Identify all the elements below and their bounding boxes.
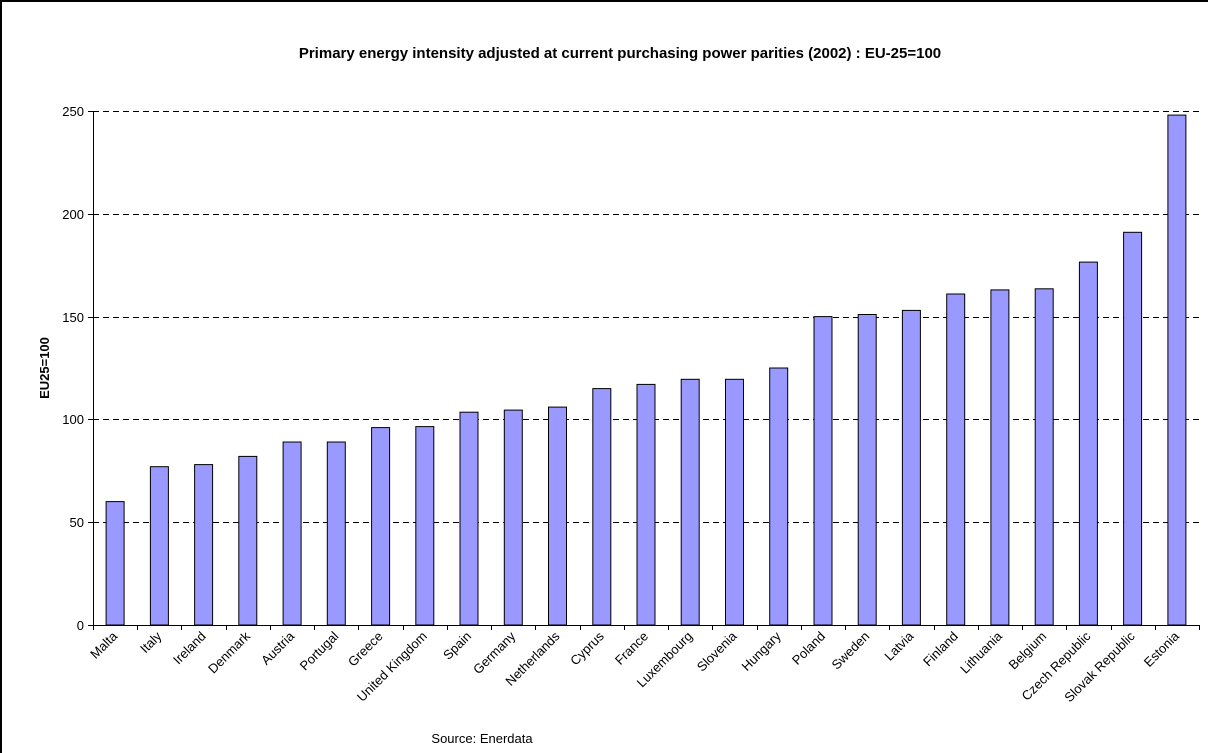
x-category-label: Spain [440,628,474,662]
y-tick-label: 200 [62,207,84,222]
x-category-label: Finland [920,629,961,670]
x-category-label: Sweden [828,629,872,673]
bar-finland [946,293,966,626]
bar-sweden [857,314,877,626]
bar-poland [813,316,833,626]
y-tick-label: 150 [62,310,84,325]
y-tick-label: 250 [62,104,84,119]
bar-slovak-republic [1123,231,1143,626]
bar-united-kingdom [415,426,435,626]
chart-title: Primary energy intensity adjusted at cur… [299,45,941,62]
bar-netherlands [548,406,567,626]
x-category-label: Cyprus [567,628,607,668]
bar-france [636,383,656,626]
bar-denmark [238,455,258,626]
bar-germany [503,409,523,626]
source-note: Source: Enerdata [431,731,533,746]
bars [105,114,1187,626]
y-axis-ticks: 0 50 100 150 200 250 [62,104,93,633]
bar-italy [149,466,169,626]
x-category-label: Belgium [1005,629,1049,673]
bar-luxembourg [680,378,700,626]
x-category-label: Ireland [170,629,209,668]
bar-belgium [1034,288,1054,626]
x-category-label: Lithuania [957,628,1005,676]
x-category-label: Austria [258,628,298,668]
bar-greece [371,427,391,626]
bar-portugal [326,441,346,626]
bar-lithuania [990,289,1010,626]
bar-hungary [769,367,789,626]
bar-malta [105,501,125,626]
bar-czech-republic [1078,261,1098,626]
bar-ireland [194,464,214,626]
bar-slovenia [725,378,744,626]
x-category-label: Latvia [881,628,917,664]
x-category-label: Portugal [297,628,342,673]
x-category-label: Italy [137,628,165,656]
y-tick-label: 0 [77,618,84,633]
bar-spain [459,411,479,626]
x-category-label: Poland [789,629,828,668]
x-category-label: Denmark [205,628,253,676]
x-category-label: Estonia [1141,628,1183,670]
bar-estonia [1167,114,1187,626]
y-tick-label: 50 [70,515,84,530]
y-axis-title: EU25=100 [37,337,52,399]
bar-latvia [901,309,921,626]
x-category-label: Slovenia [694,628,740,674]
bar-cyprus [592,388,612,626]
x-category-label: Hungary [738,628,784,674]
x-category-label: France [612,629,651,668]
x-category-label: Malta [87,628,121,662]
x-category-label: Greece [345,629,386,670]
bar-austria [282,441,302,626]
y-tick-label: 100 [62,412,84,427]
